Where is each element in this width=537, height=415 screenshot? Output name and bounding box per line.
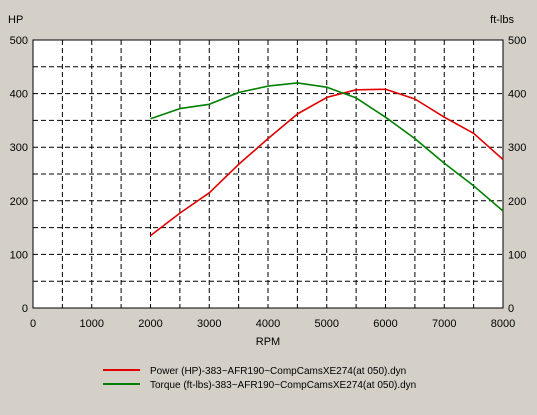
x-tick-label: 6000	[373, 318, 397, 330]
right-y-axis-title: ft-lbs	[490, 14, 514, 26]
right-y-tick-label: 0	[508, 303, 514, 315]
left-y-tick-label: 300	[10, 142, 28, 154]
right-y-tick-label: 400	[508, 89, 526, 101]
right-y-tick-label: 100	[508, 249, 526, 261]
left-y-tick-label: 200	[10, 196, 28, 208]
x-tick-label: 8000	[491, 318, 515, 330]
legend-label-torque: Torque (ft-lbs)-383~AFR190~CompCamsXE274…	[150, 380, 416, 391]
left-y-axis-title: HP	[8, 14, 23, 26]
x-tick-label: 0	[30, 318, 36, 330]
torque-series-line	[150, 82, 504, 212]
left-y-tick-label: 500	[10, 35, 28, 47]
x-tick-label: 4000	[256, 318, 280, 330]
legend-label-power: Power (HP)-383~AFR190~CompCamsXE274(at 0…	[150, 366, 406, 377]
x-tick-label: 1000	[80, 318, 104, 330]
power-series-line	[150, 88, 504, 237]
right-y-tick-label: 200	[508, 196, 526, 208]
right-y-tick-label: 300	[508, 142, 526, 154]
grid-lines	[33, 40, 503, 308]
right-y-tick-label: 500	[508, 35, 526, 47]
x-tick-label: 5000	[315, 318, 339, 330]
series-lines	[150, 82, 504, 237]
x-tick-label: 3000	[197, 318, 221, 330]
left-y-tick-label: 0	[22, 303, 28, 315]
left-y-tick-label: 400	[10, 89, 28, 101]
x-tick-label: 2000	[138, 318, 162, 330]
x-axis-title: RPM	[256, 336, 280, 348]
x-tick-label: 7000	[432, 318, 456, 330]
left-y-tick-label: 100	[10, 249, 28, 261]
